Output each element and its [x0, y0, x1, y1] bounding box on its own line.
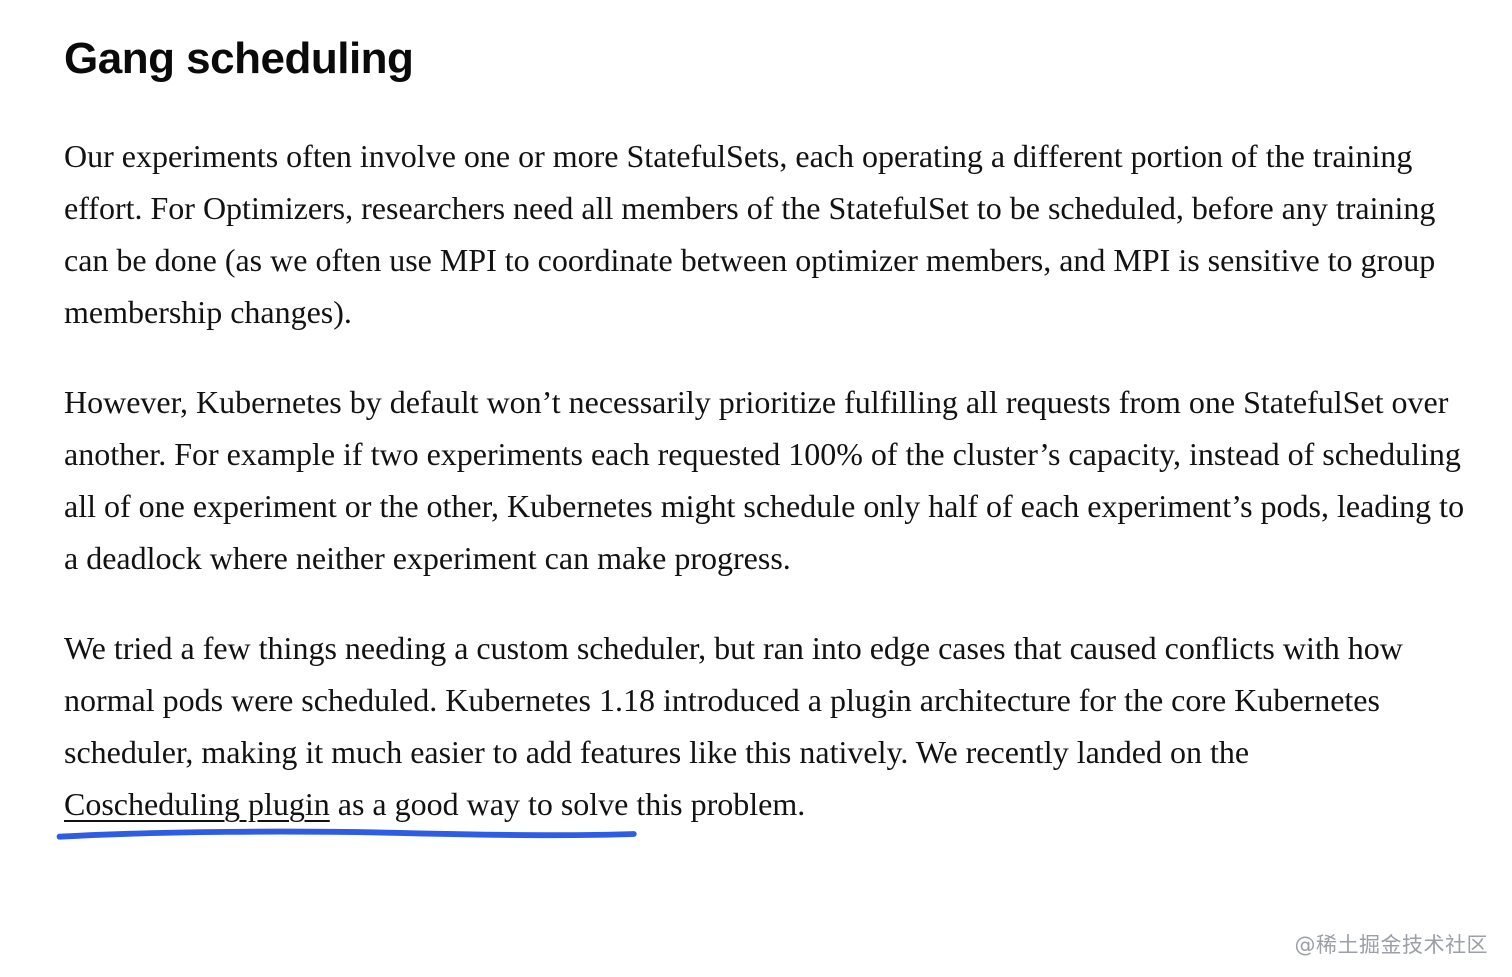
paragraph-3: We tried a few things needing a custom s… — [56, 622, 1466, 840]
paragraph-3-text-underlined: as a good way to solve — [329, 786, 629, 822]
paragraph-3-text-before: We tried a few things needing a custom s… — [64, 630, 1403, 770]
paragraph-3-text-after: this problem. — [628, 786, 806, 822]
article-heading: Gang scheduling — [64, 34, 414, 83]
marker-underline-group: Coscheduling plugin as a good way to sol… — [56, 778, 637, 840]
blue-marker-underline-icon — [56, 828, 637, 840]
paragraph-1: Our experiments often involve one or mor… — [64, 138, 1436, 330]
coscheduling-plugin-link[interactable]: Coscheduling plugin — [64, 786, 330, 822]
paragraph-2: However, Kubernetes by default won’t nec… — [64, 384, 1465, 576]
article-content: Gang scheduling Our experiments often in… — [56, 34, 1466, 840]
watermark: @稀土掘金技术社区 — [1294, 933, 1488, 957]
